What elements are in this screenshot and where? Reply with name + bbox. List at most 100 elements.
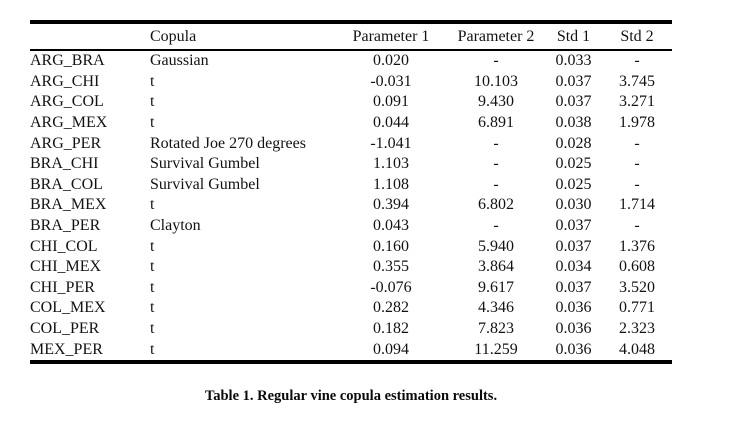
parameter1-value: 0.394 (373, 196, 409, 214)
column-header-parameter1: Parameter 1 (335, 22, 447, 51)
parameter2-value: 11.259 (474, 340, 518, 358)
parameter1-value: -0.031 (370, 72, 412, 90)
parameter2-value: 10.103 (474, 72, 518, 90)
column-header-parameter2: Parameter 2 (447, 22, 545, 51)
pair-label: ARG_BRA (30, 52, 105, 70)
pair-label: BRA_CHI (30, 155, 99, 173)
std1-value: 0.028 (555, 134, 592, 152)
pair-label: COL_MEX (30, 299, 106, 317)
std2-value: 0.771 (619, 299, 655, 317)
table-row: ARG_BRA Gaussian 0.020 - 0.033 - (30, 50, 672, 72)
std2-value: 4.048 (619, 340, 655, 358)
pair-label: CHI_COL (30, 237, 98, 255)
parameter2-value: 9.617 (478, 278, 514, 296)
std2-value: 1.376 (619, 237, 655, 255)
pair-label: MEX_PER (30, 340, 103, 358)
copula-name: t (150, 93, 155, 111)
std2-value: - (634, 155, 640, 173)
std1-value: 0.037 (555, 72, 592, 90)
std2-value: 1.714 (619, 196, 655, 214)
table-body: ARG_BRA Gaussian 0.020-0.033- ARG_CHI t -0.03… (30, 50, 672, 362)
parameter1-value: 0.044 (373, 114, 409, 132)
pair-label: CHI_PER (30, 278, 95, 296)
copula-name: t (150, 196, 155, 214)
std1-value: 0.033 (555, 52, 592, 70)
table-row: BRA_CHI Survival Gumbel 1.103 - 0.025 - (30, 154, 672, 175)
table-row: ARG_PER Rotated Joe 270 degrees -1.041 - 0.0… (30, 133, 672, 154)
std2-value: 0.608 (619, 258, 655, 276)
std2-value: 1.978 (619, 114, 655, 132)
std1-value: 0.037 (555, 93, 592, 111)
pair-label: CHI_MEX (30, 258, 102, 276)
parameter2-value: 4.346 (478, 299, 514, 317)
parameter1-value: 1.108 (373, 175, 409, 193)
std2-value: - (634, 52, 640, 70)
pair-label: BRA_PER (30, 217, 101, 235)
pair-label: ARG_COL (30, 93, 104, 111)
parameter1-value: 0.020 (373, 52, 409, 70)
table-row: ARG_MEX t 0.044 6.891 0.038 1.978 (30, 113, 672, 134)
table-row: ARG_CHI t -0.031 10.103 0.037 3.745 (30, 72, 672, 93)
parameter1-value: -0.076 (370, 278, 412, 296)
std1-value: 0.037 (555, 237, 592, 255)
copula-name: Clayton (150, 217, 201, 235)
table-row: COL_MEX t 0.282 4.346 0.036 0.771 (30, 298, 672, 319)
column-header-std1: Std 1 (545, 22, 602, 51)
parameter2-value: 6.802 (478, 196, 514, 214)
table-row: MEX_PER t 0.094 11.259 0.036 4.048 (30, 339, 672, 362)
parameter2-value: - (493, 175, 499, 193)
parameter2-value: 3.864 (478, 258, 514, 276)
pair-label: COL_PER (30, 320, 100, 338)
header-row: Copula Parameter 1 Parameter 2 Std 1 Std… (30, 22, 672, 51)
parameter1-value: 0.182 (373, 320, 409, 338)
parameter2-value: - (493, 134, 499, 152)
copula-name: t (150, 340, 155, 358)
copula-estimation-table: Copula Parameter 1 Parameter 2 Std 1 Std… (30, 20, 672, 364)
std1-value: 0.037 (555, 217, 592, 235)
table-row: BRA_MEX t 0.394 6.802 0.030 1.714 (30, 195, 672, 216)
parameter1-value: 0.094 (373, 340, 409, 358)
copula-name: Survival Gumbel (150, 155, 260, 173)
parameter1-value: 0.282 (373, 299, 409, 317)
copula-name: Rotated Joe 270 degrees (150, 134, 306, 152)
table-header: Copula Parameter 1 Parameter 2 Std 1 Std… (30, 22, 672, 51)
parameter2-value: - (493, 52, 499, 70)
std1-value: 0.030 (555, 196, 592, 214)
copula-name: t (150, 299, 155, 317)
copula-name: Survival Gumbel (150, 175, 260, 193)
std2-value: 3.271 (619, 93, 655, 111)
copula-name: t (150, 258, 155, 276)
parameter2-value: 5.940 (478, 237, 514, 255)
table-caption: Table 1. Regular vine copula estimation … (204, 388, 498, 404)
copula-name: t (150, 278, 155, 296)
table-row: ARG_COL t 0.091 9.430 0.037 3.271 (30, 92, 672, 113)
pair-label: ARG_PER (30, 134, 102, 152)
copula-name: t (150, 237, 155, 255)
column-header-copula: Copula (150, 22, 335, 51)
std2-value: 2.323 (619, 320, 655, 338)
parameter1-value: 0.160 (373, 237, 409, 255)
column-header-pair (30, 22, 150, 51)
parameter2-value: 6.891 (478, 114, 514, 132)
copula-name: t (150, 320, 155, 338)
copula-name: t (150, 114, 155, 132)
pair-label: ARG_CHI (30, 72, 100, 90)
std2-value: - (634, 134, 640, 152)
parameter2-value: 7.823 (478, 320, 514, 338)
column-header-std2: Std 2 (602, 22, 672, 51)
table-row: BRA_COL Survival Gumbel 1.108 - 0.025 - (30, 175, 672, 196)
parameter1-value: -1.041 (370, 134, 412, 152)
std1-value: 0.036 (555, 340, 592, 358)
table-row: CHI_PER t -0.076 9.617 0.037 3.520 (30, 278, 672, 299)
std1-value: 0.036 (555, 320, 592, 338)
std1-value: 0.034 (555, 258, 592, 276)
pair-label: BRA_COL (30, 175, 103, 193)
std1-value: 0.038 (555, 114, 592, 132)
parameter2-value: - (493, 155, 499, 173)
copula-name: t (150, 72, 155, 90)
std1-value: 0.025 (555, 155, 592, 173)
parameter1-value: 0.043 (373, 217, 409, 235)
table-row: CHI_MEX t 0.355 3.864 0.034 0.608 (30, 257, 672, 278)
pair-label: ARG_MEX (30, 114, 108, 132)
